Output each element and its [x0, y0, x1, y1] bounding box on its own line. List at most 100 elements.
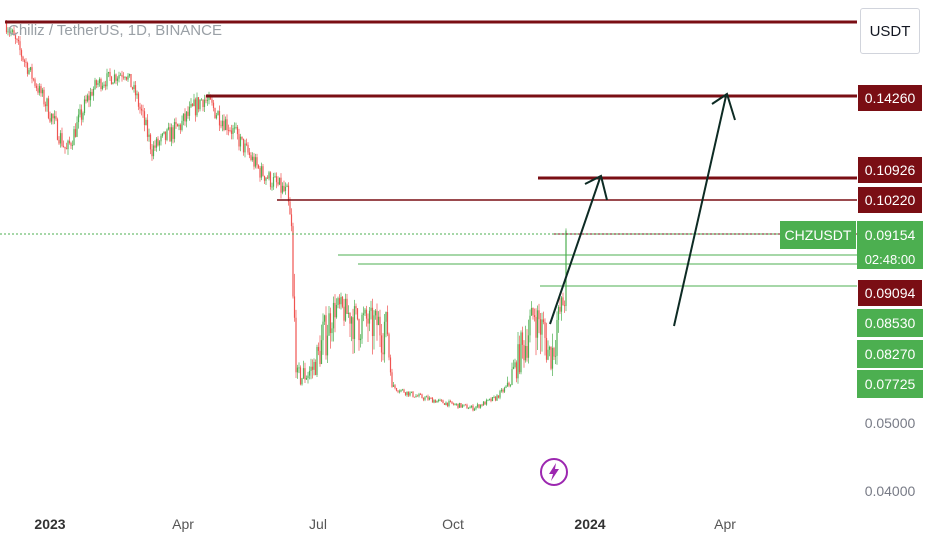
candle-body	[98, 79, 101, 84]
candle-body	[244, 143, 246, 153]
candle-body	[418, 394, 420, 397]
candle-body	[479, 404, 482, 408]
candle-body	[407, 391, 410, 396]
candle-body	[41, 89, 44, 94]
candle-body	[35, 85, 38, 89]
candle-body	[214, 108, 216, 119]
candle-body	[508, 382, 510, 386]
candle-body	[398, 391, 401, 393]
candle-body	[416, 395, 419, 397]
candle-body	[428, 397, 431, 400]
candle-body	[131, 87, 134, 90]
candle-body	[544, 322, 546, 338]
candle-body	[298, 367, 300, 369]
candle-body	[439, 399, 441, 401]
candle-body	[149, 134, 152, 150]
candle-body	[511, 369, 513, 385]
candle-body	[188, 106, 191, 116]
candle-body	[553, 347, 555, 357]
candle-body	[503, 387, 506, 392]
candle-body	[521, 332, 524, 345]
candle-body	[281, 185, 284, 193]
candle-body	[463, 404, 465, 406]
candle-body	[290, 214, 293, 227]
candle-body	[172, 127, 174, 139]
candle-body	[262, 166, 264, 176]
candle-body	[485, 399, 488, 405]
candle-body	[307, 375, 309, 379]
candle-body	[37, 88, 39, 93]
candle-body	[440, 399, 443, 401]
candle-body	[196, 97, 198, 116]
candle-body	[169, 127, 171, 142]
candle-body	[10, 31, 12, 33]
candle-body	[545, 337, 548, 360]
candle-body	[134, 85, 137, 96]
candle-body	[245, 143, 248, 145]
candle-body	[11, 30, 14, 32]
candle-body	[325, 315, 327, 356]
candle-body	[314, 361, 317, 375]
candle-body	[7, 31, 9, 33]
candle-body	[266, 177, 269, 179]
candle-body	[422, 397, 425, 400]
candle-body	[170, 127, 173, 142]
candle-body	[331, 328, 333, 334]
candle-body	[64, 146, 66, 149]
candle-body	[164, 131, 167, 140]
candle-body	[230, 130, 233, 134]
candle-body	[470, 405, 473, 408]
candle-body	[121, 74, 123, 77]
candle-body	[404, 392, 407, 395]
x-axis-tick-label: 2023	[34, 516, 66, 532]
candle-body	[40, 86, 42, 94]
candle-body	[163, 131, 165, 134]
candle-body	[301, 378, 303, 385]
candle-body	[449, 401, 452, 402]
candle-body	[211, 99, 213, 103]
candle-body	[542, 319, 545, 323]
candle-body	[475, 406, 477, 409]
currency-unit-button[interactable]: USDT	[860, 8, 920, 54]
candle-body	[19, 41, 21, 51]
candle-body	[287, 185, 290, 202]
candle-body	[340, 296, 342, 305]
candle-body	[437, 399, 440, 401]
candle-body	[107, 71, 110, 74]
candle-body	[49, 118, 51, 122]
candle-body	[61, 133, 63, 146]
candle-body	[257, 165, 260, 168]
candle-body	[341, 296, 344, 307]
candle-body	[229, 130, 231, 131]
candle-body	[68, 140, 71, 144]
candle-body	[152, 145, 155, 157]
candle-body	[326, 335, 329, 356]
candle-body	[145, 119, 147, 126]
candle-body	[67, 140, 69, 150]
candle-body	[406, 391, 408, 395]
candle-body	[526, 346, 528, 358]
candle-body	[53, 116, 56, 119]
candle-body	[328, 313, 330, 336]
lightning-bolt-icon[interactable]	[539, 457, 569, 487]
candle-body	[52, 114, 54, 119]
candle-body	[533, 315, 536, 318]
candle-body	[313, 361, 315, 370]
candle-body	[65, 148, 68, 150]
candle-body	[256, 157, 258, 166]
candle-body	[377, 316, 380, 326]
candle-body	[125, 77, 128, 80]
candle-body	[242, 138, 245, 153]
candle-body	[415, 395, 417, 398]
candle-body	[434, 400, 437, 403]
candle-body	[22, 56, 24, 61]
candle-body	[487, 399, 489, 401]
candle-body	[205, 99, 207, 101]
candle-body	[89, 91, 92, 101]
candle-body	[20, 50, 23, 57]
candle-body	[88, 95, 90, 101]
candle-body	[317, 347, 320, 351]
candle-body	[202, 99, 204, 108]
candle-body	[356, 308, 359, 320]
